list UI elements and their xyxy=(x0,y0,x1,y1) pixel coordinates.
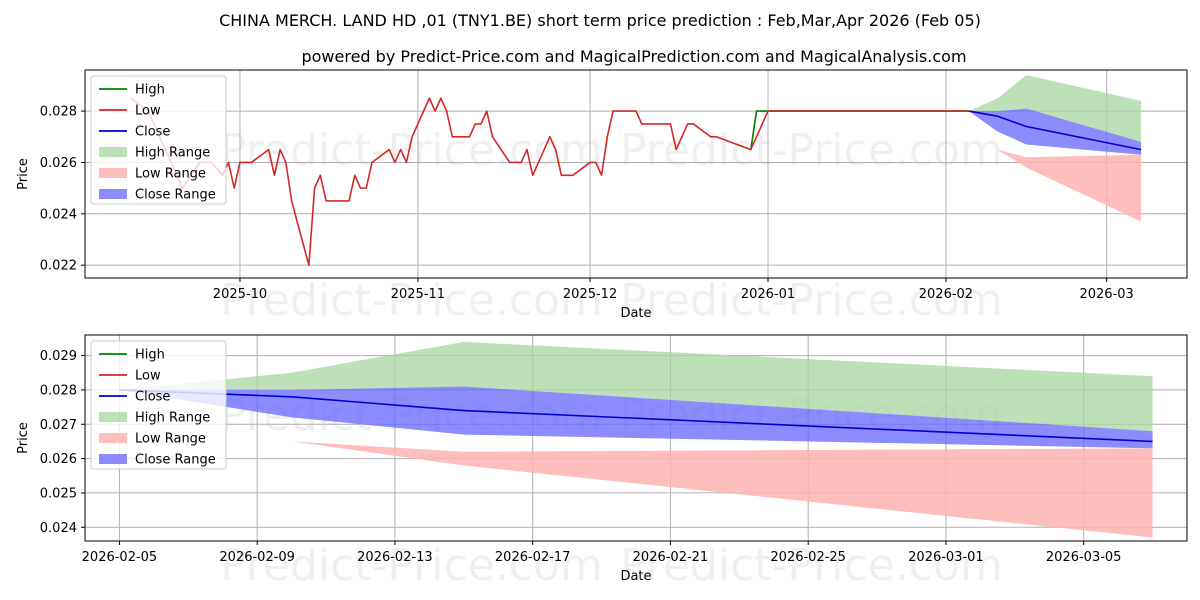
legend-swatch-close-range xyxy=(99,454,127,464)
y-axis-label: Price xyxy=(16,158,31,190)
x-tick-label: 2026-03 xyxy=(1079,287,1133,302)
x-axis-label: Date xyxy=(620,306,651,321)
low-series-line xyxy=(130,97,969,266)
low-range-band xyxy=(119,389,1153,538)
x-tick-label: 2026-02-17 xyxy=(495,550,571,565)
legend-label: Low Range xyxy=(135,432,206,447)
legend-label: Low xyxy=(135,104,161,119)
y-tick-label: 0.024 xyxy=(40,207,77,222)
x-tick-label: 2025-10 xyxy=(213,287,267,302)
axes-frame xyxy=(84,69,1188,279)
high-range-band xyxy=(968,75,1142,142)
legend-swatch-low-range xyxy=(99,433,127,443)
legend-label: Low Range xyxy=(135,167,206,182)
axes-frame xyxy=(84,334,1188,542)
legend-label: Close xyxy=(135,125,170,140)
chart-title: CHINA MERCH. LAND HD ,01 (TNY1.BE) short… xyxy=(219,11,981,30)
y-tick-label: 0.025 xyxy=(40,486,77,501)
close-series-line xyxy=(968,110,1142,151)
legend: High Low Close High Range Low Range Close Ran… xyxy=(90,75,227,205)
x-tick-label: 2026-02-25 xyxy=(770,550,846,565)
y-tick-label: 0.028 xyxy=(40,383,77,398)
watermark-text: Predict-Price.com xyxy=(220,540,603,591)
x-tick-label: 2026-02-09 xyxy=(219,550,295,565)
legend-label: Close Range xyxy=(135,453,216,468)
chart-subtitle: powered by Predict-Price.com and Magical… xyxy=(301,47,966,66)
legend-label: High Range xyxy=(135,146,210,161)
legend-swatch-high-range xyxy=(99,412,127,422)
x-tick-label: 2025-11 xyxy=(391,287,445,302)
legend-swatch-close-range xyxy=(99,189,127,199)
y-tick-label: 0.026 xyxy=(40,452,77,467)
y-tick-label: 0.029 xyxy=(40,349,77,364)
legend-label: High xyxy=(135,348,165,363)
x-tick-label: 2026-01 xyxy=(741,287,795,302)
watermark-text: Predict-Price.com xyxy=(220,275,603,326)
x-tick-label: 2026-02 xyxy=(919,287,973,302)
y-tick-label: 0.022 xyxy=(40,259,77,274)
x-tick-label: 2026-03-05 xyxy=(1046,550,1122,565)
y-axis-label: Price xyxy=(16,422,31,454)
forecast-panel: Predict-Price.comPredict-Price.comPredic… xyxy=(16,334,1188,591)
legend-label: High Range xyxy=(135,411,210,426)
y-tick-label: 0.027 xyxy=(40,418,77,433)
legend-label: Close Range xyxy=(135,188,216,203)
legend: High Low Close High Range Low Range Close Ran… xyxy=(90,340,227,470)
close-range-band xyxy=(119,386,1153,449)
high-range-band xyxy=(119,341,1153,432)
watermark-text: Predict-Price.com xyxy=(620,540,1003,591)
legend-label: High xyxy=(135,83,165,98)
legend-swatch-low-range xyxy=(99,168,127,178)
x-axis-label: Date xyxy=(620,569,651,584)
legend-label: Low xyxy=(135,369,161,384)
x-tick-label: 2026-02-21 xyxy=(633,550,709,565)
x-tick-label: 2026-02-13 xyxy=(357,550,433,565)
x-tick-label: 2026-03-01 xyxy=(908,550,984,565)
history-panel: Predict-Price.com Predict-Price.com Predic… xyxy=(16,69,1188,326)
watermark-text: Predict-Price.com xyxy=(620,275,1003,326)
x-tick-label: 2025-12 xyxy=(563,287,617,302)
watermark-text: Predict-Price.com xyxy=(620,125,1003,176)
watermark-text: Predict-Price.com xyxy=(220,125,603,176)
legend-label: Close xyxy=(135,390,170,405)
y-tick-label: 0.024 xyxy=(40,521,77,536)
y-tick-label: 0.028 xyxy=(40,105,77,120)
y-tick-label: 0.026 xyxy=(40,156,77,171)
x-tick-label: 2026-02-05 xyxy=(82,550,158,565)
low-range-band xyxy=(968,111,1142,222)
legend-swatch-high-range xyxy=(99,147,127,157)
